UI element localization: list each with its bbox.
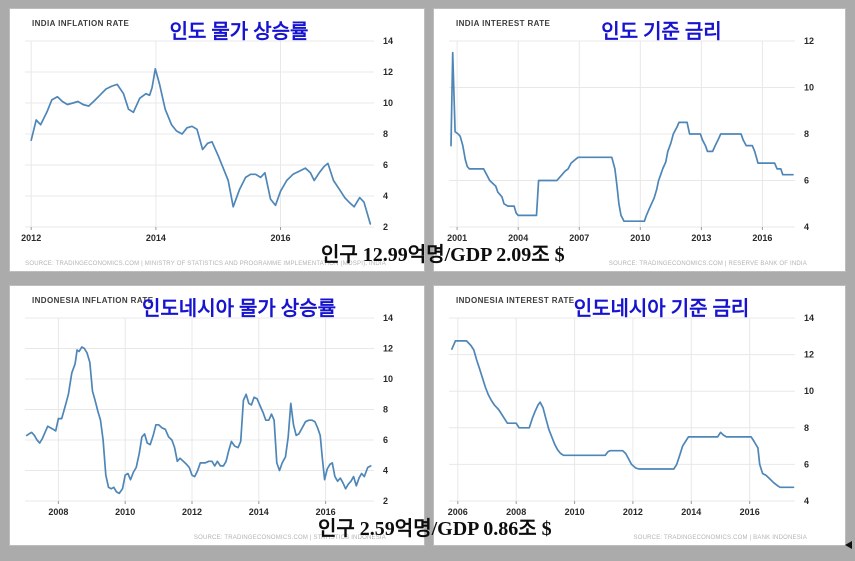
axis-labels: 2 4 6 8 10 12 14 2008 2010 2012 2014 2016 <box>48 313 393 517</box>
source-attribution: SOURCE: TRADINGECONOMICS.COM | RESERVE B… <box>608 261 807 267</box>
source-attribution: SOURCE: TRADINGECONOMICS.COM | BANK INDO… <box>633 535 807 541</box>
chart-svg: 2 4 6 8 10 12 14 2012 2014 2016 <box>21 36 393 243</box>
svg-text:2014: 2014 <box>249 507 269 517</box>
source-attribution: SOURCE: TRADINGECONOMICS.COM | STATISTIC… <box>193 535 386 541</box>
india-population-gdp-caption: 인구 12.99억명/GDP 2.09조 $ <box>321 244 565 266</box>
india-interest-chart: 4 6 8 10 12 2001 2004 2007 2010 2013 2016 <box>434 9 845 271</box>
chart-svg: 4 6 8 10 12 2001 2004 2007 2010 2013 2016 <box>447 36 814 243</box>
svg-text:8: 8 <box>383 405 388 415</box>
chart-label: INDONESIA INTEREST RATE <box>456 296 575 305</box>
svg-text:2014: 2014 <box>681 507 701 517</box>
indonesia-interest-chart: 4 6 8 10 12 14 2006 2008 2010 2012 2014 2016 <box>434 286 845 545</box>
svg-text:2016: 2016 <box>316 507 336 517</box>
svg-text:4: 4 <box>804 222 809 232</box>
gridlines <box>25 317 374 502</box>
svg-text:2016: 2016 <box>270 233 290 243</box>
svg-text:12: 12 <box>383 67 393 77</box>
svg-text:2007: 2007 <box>569 233 589 243</box>
chart-title-korean-india-interest: 인도 기준 금리 <box>601 21 722 43</box>
svg-text:2016: 2016 <box>740 507 760 517</box>
svg-text:2: 2 <box>383 496 388 506</box>
chart-svg: 2 4 6 8 10 12 14 2008 2010 2012 2014 2016 <box>25 313 393 517</box>
svg-text:12: 12 <box>804 350 814 360</box>
svg-text:6: 6 <box>804 176 809 186</box>
svg-text:10: 10 <box>804 83 814 93</box>
svg-text:2006: 2006 <box>448 507 468 517</box>
svg-text:6: 6 <box>383 160 388 170</box>
svg-text:4: 4 <box>804 496 809 506</box>
chart-card-indonesia-interest: INDONESIA INTEREST RATE 인도네시아 기준 금리 4 6 8 1… <box>433 285 846 546</box>
series-line <box>30 68 372 225</box>
svg-text:2010: 2010 <box>565 507 585 517</box>
svg-text:12: 12 <box>804 36 814 46</box>
svg-text:8: 8 <box>804 423 809 433</box>
svg-text:2004: 2004 <box>508 233 528 243</box>
svg-text:2008: 2008 <box>506 507 526 517</box>
chart-title-korean-indonesia-interest: 인도네시아 기준 금리 <box>573 298 750 320</box>
series-line <box>451 340 795 489</box>
cursor-arrow-mark <box>845 541 852 549</box>
svg-text:2013: 2013 <box>691 233 711 243</box>
svg-text:14: 14 <box>383 36 393 46</box>
axis-ticks <box>457 501 751 504</box>
svg-text:2014: 2014 <box>146 233 166 243</box>
svg-text:10: 10 <box>383 374 393 384</box>
svg-text:4: 4 <box>383 466 388 476</box>
chart-label: INDIA INFLATION RATE <box>32 19 130 28</box>
svg-text:12: 12 <box>383 344 393 354</box>
svg-text:14: 14 <box>804 313 814 323</box>
indonesia-population-gdp-caption: 인구 2.59억명/GDP 0.86조 $ <box>318 518 552 540</box>
svg-text:2012: 2012 <box>182 507 202 517</box>
svg-text:2010: 2010 <box>630 233 650 243</box>
gridlines <box>449 317 795 502</box>
source-attribution: SOURCE: TRADINGECONOMICS.COM | MINISTRY … <box>25 261 386 267</box>
series-line <box>450 51 794 223</box>
chart-card-india-inflation: INDIA INFLATION RATE 인도 물가 상승률 2 4 6 8 10 12 1… <box>9 8 425 272</box>
axis-ticks <box>57 501 327 504</box>
svg-text:4: 4 <box>383 191 388 201</box>
axis-ticks <box>456 227 763 230</box>
svg-text:2012: 2012 <box>623 507 643 517</box>
svg-text:2008: 2008 <box>48 507 68 517</box>
chart-label: INDONESIA INFLATION RATE <box>32 296 154 305</box>
gridlines <box>449 40 795 228</box>
svg-text:2: 2 <box>383 222 388 232</box>
svg-text:6: 6 <box>383 435 388 445</box>
gridlines <box>25 40 374 228</box>
svg-text:6: 6 <box>804 459 809 469</box>
axis-labels: 4 6 8 10 12 2001 2004 2007 2010 2013 2016 <box>447 36 814 243</box>
axis-ticks <box>30 227 281 230</box>
chart-card-indonesia-inflation: INDONESIA INFLATION RATE 인도네시아 물가 상승률 2 4… <box>9 285 425 546</box>
chart-title-korean-indonesia-inflation: 인도네시아 물가 상승률 <box>142 298 336 320</box>
svg-text:2016: 2016 <box>752 233 772 243</box>
axis-labels: 2 4 6 8 10 12 14 2012 2014 2016 <box>21 36 393 243</box>
svg-text:10: 10 <box>383 98 393 108</box>
india-inflation-chart: 2 4 6 8 10 12 14 2012 2014 2016 <box>10 9 424 271</box>
chart-card-india-interest: INDIA INTEREST RATE 인도 기준 금리 4 6 8 10 12 2001… <box>433 8 846 272</box>
chart-svg: 4 6 8 10 12 14 2006 2008 2010 2012 2014 2016 <box>448 313 814 517</box>
svg-text:14: 14 <box>383 313 393 323</box>
svg-text:2001: 2001 <box>447 233 467 243</box>
svg-text:10: 10 <box>804 386 814 396</box>
indonesia-inflation-chart: 2 4 6 8 10 12 14 2008 2010 2012 2014 2016 <box>10 286 424 545</box>
svg-text:8: 8 <box>383 129 388 139</box>
svg-text:8: 8 <box>804 129 809 139</box>
svg-text:2012: 2012 <box>21 233 41 243</box>
chart-label: INDIA INTEREST RATE <box>456 19 551 28</box>
chart-title-korean-india-inflation: 인도 물가 상승률 <box>169 21 309 43</box>
axis-labels: 4 6 8 10 12 14 2006 2008 2010 2012 2014 2016 <box>448 313 814 517</box>
svg-text:2010: 2010 <box>115 507 135 517</box>
series-line <box>25 346 372 495</box>
